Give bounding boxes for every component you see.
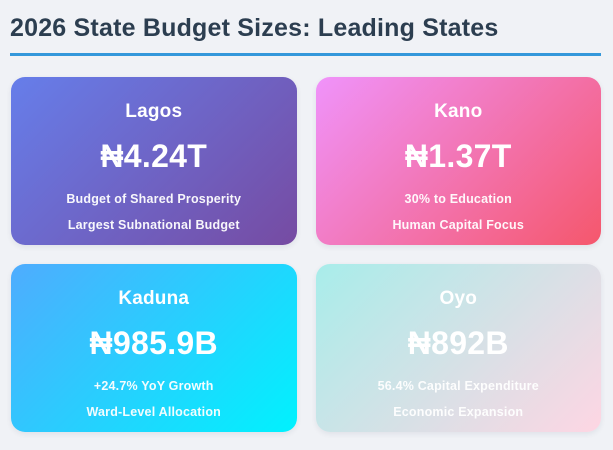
budget-value: ₦985.9B — [89, 324, 218, 361]
title-underline — [10, 52, 601, 56]
detail-line-1: +24.7% YoY Growth — [93, 379, 214, 394]
budget-value: ₦4.24T — [100, 137, 208, 174]
detail-line-2: Ward-Level Allocation — [86, 404, 222, 419]
budget-value: ₦1.37T — [404, 137, 512, 174]
page-title: 2026 State Budget Sizes: Leading States — [10, 14, 499, 42]
state-name: Kaduna — [118, 287, 190, 309]
page: 2026 State Budget Sizes: Leading States … — [10, 14, 601, 432]
detail-line-1: Budget of Shared Prosperity — [66, 192, 242, 207]
detail-line-2: Largest Subnational Budget — [67, 217, 240, 232]
state-name: Kano — [434, 100, 483, 122]
detail-line-2: Human Capital Focus — [392, 217, 525, 232]
budget-value: ₦892B — [407, 324, 509, 361]
budget-card-kaduna: Kaduna ₦985.9B +24.7% YoY Growth Ward-Le… — [11, 263, 297, 432]
budget-card-oyo: Oyo ₦892B 56.4% Capital Expenditure Econ… — [315, 263, 601, 432]
state-name: Lagos — [125, 100, 183, 122]
detail-line-2: Economic Expansion — [393, 404, 524, 419]
budget-card-lagos: Lagos ₦4.24T Budget of Shared Prosperity… — [11, 76, 297, 245]
detail-line-1: 56.4% Capital Expenditure — [377, 379, 539, 394]
cards-grid: Lagos ₦4.24T Budget of Shared Prosperity… — [10, 76, 601, 432]
detail-line-1: 30% to Education — [404, 192, 512, 207]
budget-card-kano: Kano ₦1.37T 30% to Education Human Capit… — [315, 76, 601, 245]
state-name: Oyo — [439, 287, 478, 309]
